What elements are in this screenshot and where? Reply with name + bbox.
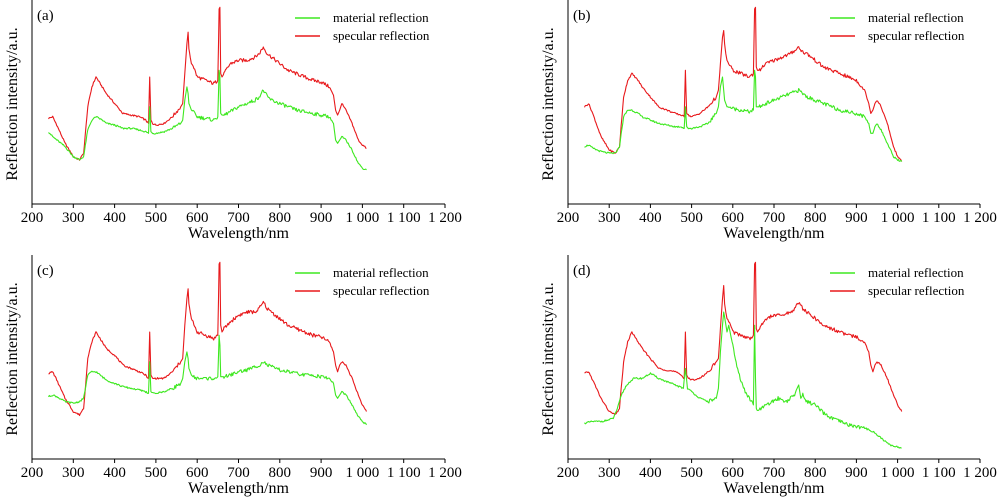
x-axis-label: Wavelength/nm	[188, 225, 289, 242]
x-tick-label: 200	[557, 210, 580, 226]
x-tick-label: 500	[680, 210, 703, 226]
panel-label: (c)	[37, 263, 54, 279]
x-tick-label: 1 200	[963, 210, 997, 226]
x-tick-label: 400	[639, 210, 662, 226]
x-tick-label: 300	[598, 210, 621, 226]
x-tick-label: 1 000	[881, 210, 915, 226]
legend-label: material reflection	[868, 265, 964, 280]
x-tick-label: 800	[269, 210, 292, 226]
specular-reflection-line	[584, 261, 903, 416]
x-tick-label: 500	[680, 465, 703, 481]
y-axis-label: Reflection intensity/a.u.	[540, 27, 557, 180]
x-tick-label: 900	[845, 210, 868, 226]
material-reflection-line	[584, 311, 902, 449]
x-tick-label: 1 000	[346, 465, 380, 481]
x-tick-label: 1 100	[922, 210, 956, 226]
x-tick-label: 900	[310, 465, 333, 481]
x-tick-label: 1 100	[387, 210, 421, 226]
panel-a: 200 300 400 500 600 700 800 900 1 000 1 100 1 200 W…	[4, 0, 462, 242]
panel-label: (a)	[37, 8, 54, 24]
x-tick-label: 700	[763, 465, 786, 481]
x-axis-label: Wavelength/nm	[724, 480, 825, 497]
panel-c: 200 300 400 500 600 700 800 900 1 000 1 100 1 200 W…	[4, 255, 462, 497]
legend-label: specular reflection	[333, 283, 430, 298]
y-axis-label: Reflection intensity/a.u.	[4, 282, 21, 435]
x-tick-label: 600	[186, 465, 209, 481]
x-tick-label: 1 200	[963, 465, 997, 481]
x-tick-label: 200	[21, 465, 44, 481]
x-tick-label: 700	[763, 210, 786, 226]
specular-reflection-line	[48, 261, 367, 417]
legend-label: material reflection	[333, 10, 429, 25]
x-tick-label: 300	[62, 210, 85, 226]
y-axis-label: Reflection intensity/a.u.	[4, 27, 21, 180]
material-reflection-line	[48, 334, 367, 426]
x-tick-label: 700	[227, 210, 250, 226]
x-tick-label: 700	[227, 465, 250, 481]
x-tick-label: 600	[722, 210, 745, 226]
x-tick-label: 800	[804, 465, 827, 481]
legend-label: material reflection	[333, 265, 429, 280]
x-tick-label: 1 000	[346, 210, 380, 226]
x-tick-label: 400	[103, 465, 126, 481]
x-tick-label: 900	[310, 210, 333, 226]
legend-label: material reflection	[868, 10, 964, 25]
x-tick-label: 400	[103, 210, 126, 226]
x-tick-label: 300	[598, 465, 621, 481]
x-tick-label: 1 100	[922, 465, 956, 481]
panel-d: 200 300 400 500 600 700 800 900 1 000 1 100 1 200 W…	[540, 255, 997, 497]
panel-label: (d)	[573, 263, 591, 279]
material-reflection-line	[584, 69, 903, 162]
x-tick-label: 200	[557, 465, 580, 481]
x-tick-label: 1 200	[428, 210, 462, 226]
x-tick-label: 800	[804, 210, 827, 226]
legend-label: specular reflection	[868, 283, 965, 298]
specular-reflection-line	[584, 6, 903, 162]
panel-b: 200 300 400 500 600 700 800 900 1 000 1 100 1 200 W…	[540, 0, 997, 242]
x-tick-label: 1 000	[881, 465, 915, 481]
x-tick-label: 600	[186, 210, 209, 226]
x-tick-label: 800	[269, 465, 292, 481]
panel-label: (b)	[573, 8, 591, 24]
y-axis-label: Reflection intensity/a.u.	[540, 282, 557, 435]
x-tick-label: 500	[145, 465, 168, 481]
x-tick-label: 200	[21, 210, 44, 226]
material-reflection-line	[48, 69, 367, 171]
legend-label: specular reflection	[333, 28, 430, 43]
x-tick-label: 1 200	[428, 465, 462, 481]
x-tick-label: 300	[62, 465, 85, 481]
specular-reflection-line	[48, 6, 367, 161]
x-tick-label: 400	[639, 465, 662, 481]
x-tick-label: 500	[145, 210, 168, 226]
x-axis-label: Wavelength/nm	[188, 480, 289, 497]
x-tick-label: 1 100	[387, 465, 421, 481]
x-tick-label: 900	[845, 465, 868, 481]
x-tick-label: 600	[722, 465, 745, 481]
legend-label: specular reflection	[868, 28, 965, 43]
x-axis-label: Wavelength/nm	[724, 225, 825, 242]
